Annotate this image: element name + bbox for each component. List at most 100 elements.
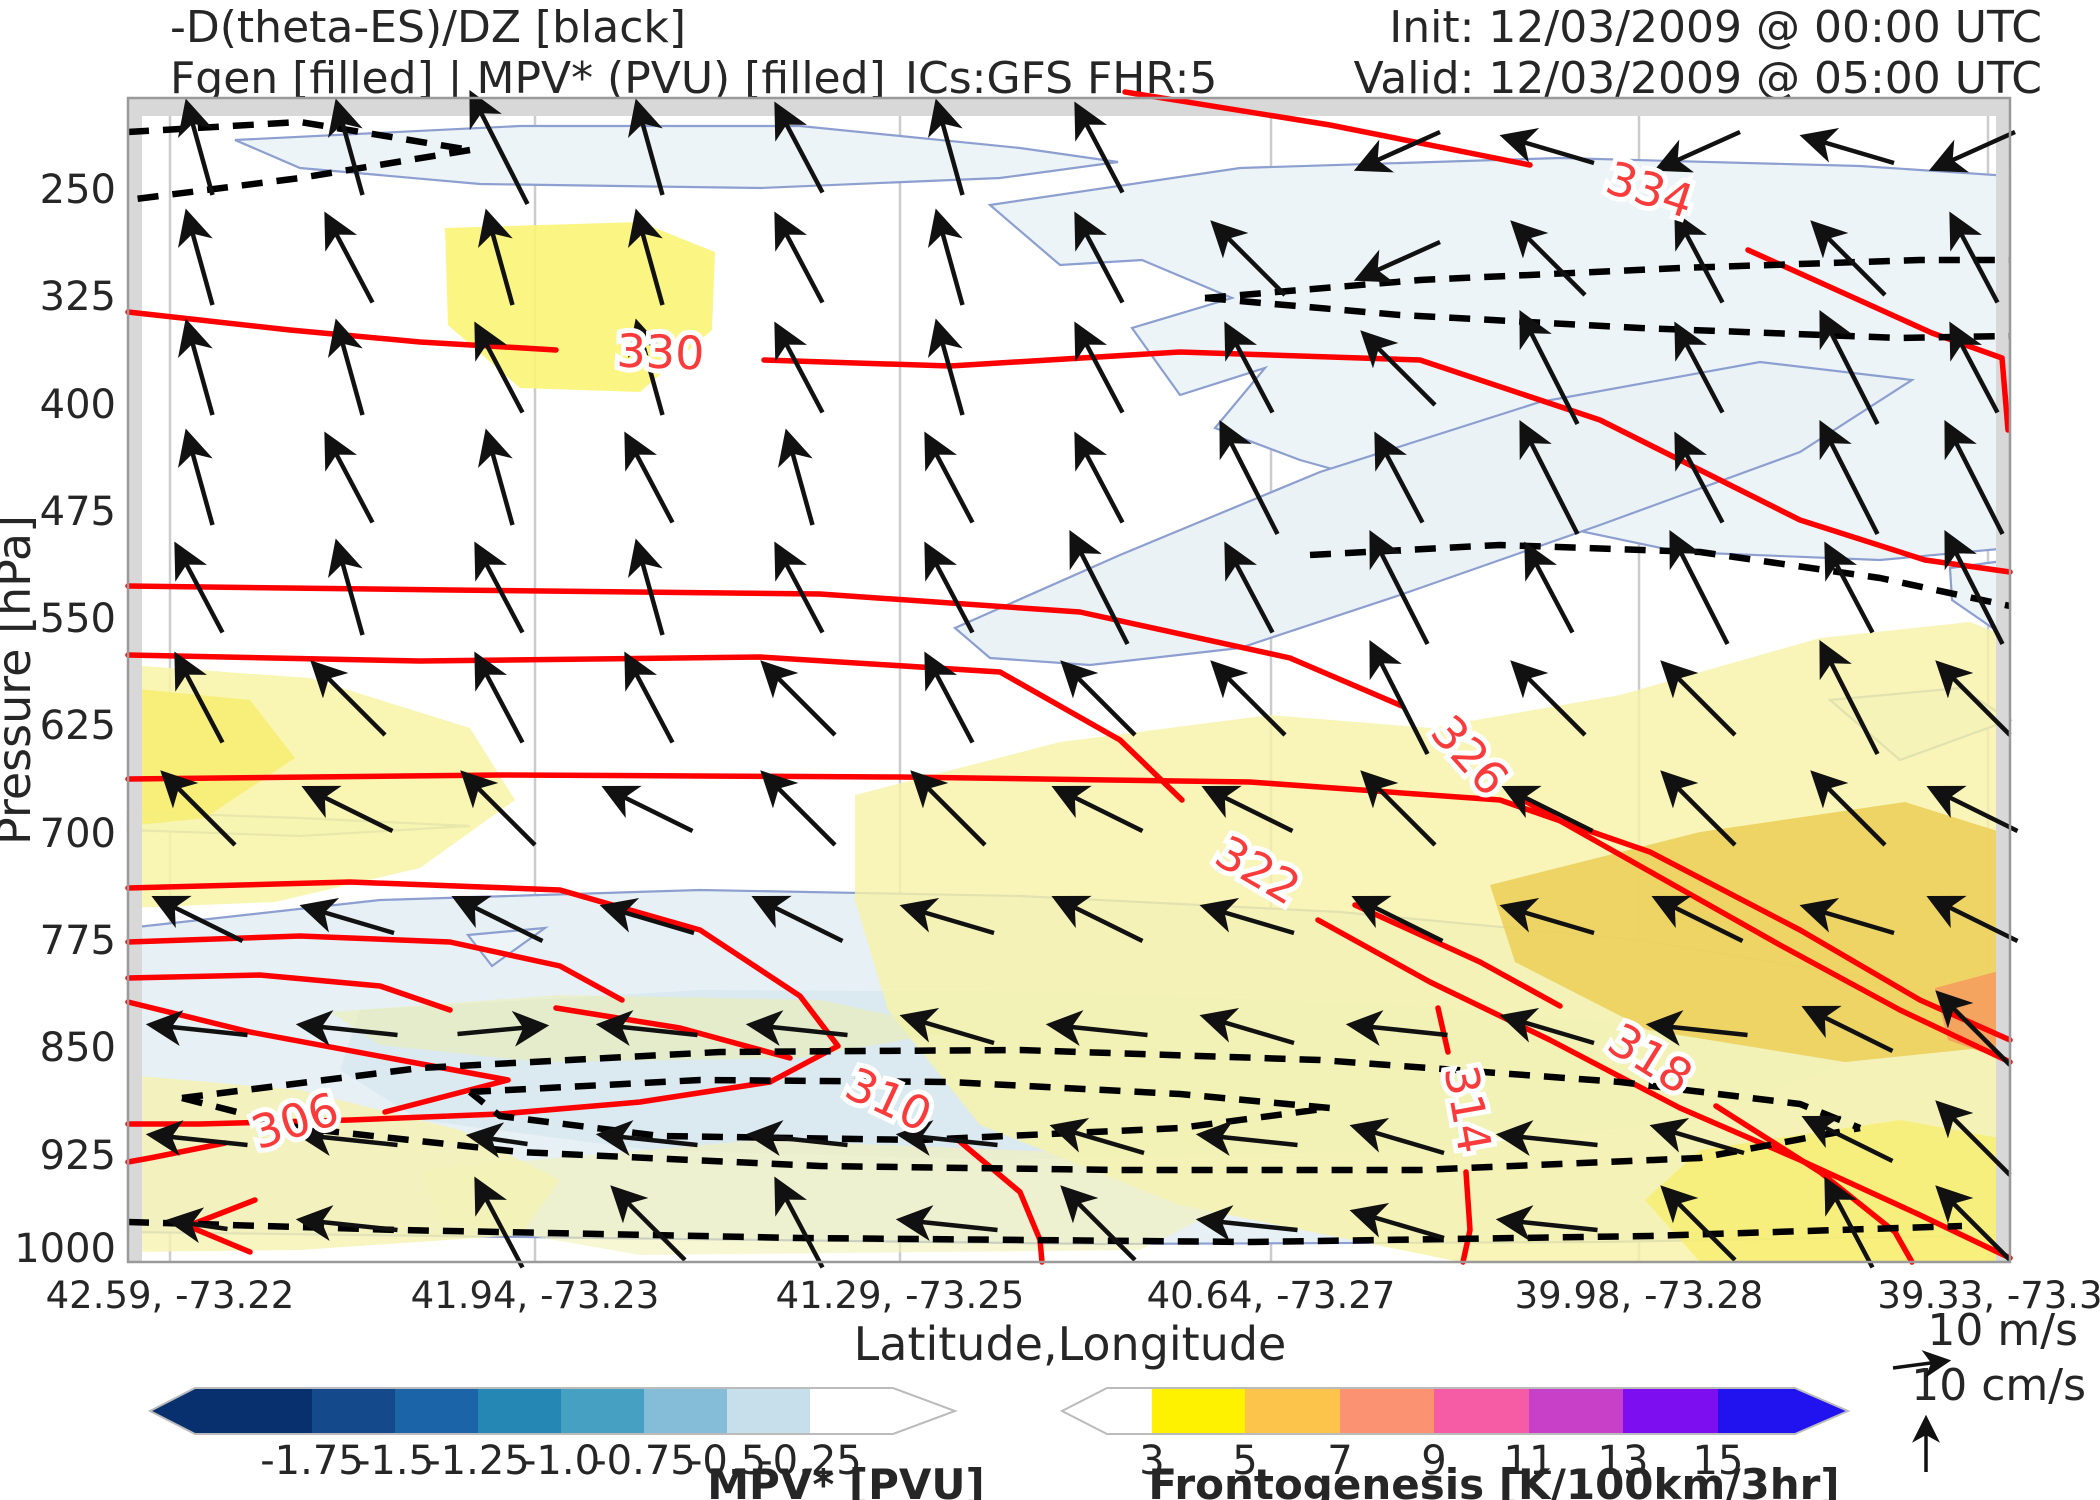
wind-arrow [1353, 239, 1441, 283]
mpv-tick-5: -0.5 [688, 1438, 766, 1484]
wind-arrow [610, 1185, 687, 1262]
wind-arrow [177, 208, 215, 306]
wind-arrow [465, 1122, 528, 1159]
horizontal-wind-arrow-icon [1892, 1350, 1952, 1378]
wind-arrow [160, 770, 237, 847]
wind-arrow [1935, 990, 2012, 1067]
y-tick-325: 325 [40, 274, 116, 320]
mpv-colorbar-seg1 [312, 1388, 395, 1434]
fgen-tick-5: 13 [1598, 1438, 1649, 1484]
mpv-colorbar-seg7 [810, 1388, 893, 1434]
plot-title-line1: -D(theta-ES)/DZ [black] [170, 2, 686, 53]
wind-arrow [477, 208, 515, 306]
wind-arrow [627, 98, 665, 196]
mpv-tick-2: -1.25 [426, 1438, 530, 1484]
x-tick-3: 40.64, -73.27 [1147, 1274, 1396, 1317]
wind-arrow [1369, 639, 1430, 756]
wind-arrow [1360, 330, 1437, 407]
wind-arrow [457, 1010, 550, 1047]
mpv-colorbar-right-arrow [893, 1388, 955, 1434]
wind-arrow [1519, 419, 1580, 536]
wind-arrow [1669, 529, 1730, 646]
wind-arrow [774, 541, 825, 634]
wind-arrow [1651, 895, 1744, 944]
wind-arrow [624, 651, 675, 744]
plot-area: 334 330 326 322 318 314 310 306 [125, 89, 2019, 1269]
wind-arrow [777, 428, 815, 526]
wind-arrow [1199, 898, 1295, 936]
wind-arrow [1051, 895, 1144, 944]
wind-arrow [1074, 431, 1125, 524]
wind-arrow [1645, 1010, 1748, 1046]
wind-arrow [1351, 895, 1444, 944]
wind-arrow [1074, 101, 1125, 194]
wind-arrow [1349, 1118, 1445, 1156]
wind-arrow [1360, 770, 1437, 847]
wind-arrow [774, 321, 825, 414]
wind-arrow [1660, 770, 1737, 847]
wind-arrow [295, 1120, 398, 1156]
wind-arrow [1928, 129, 2016, 173]
mpv-tick-1: -1.5 [356, 1438, 434, 1484]
mpv-colorbar-left-arrow [150, 1388, 195, 1434]
wind-arrow [1944, 529, 2005, 646]
mpv-tick-3: -1.0 [522, 1438, 600, 1484]
wind-arrow [910, 770, 987, 847]
wind-arrow [1660, 660, 1737, 737]
wind-arrow [1944, 419, 2005, 536]
wind-arrow [1060, 660, 1137, 737]
fgen-colorbar-seg1 [1152, 1388, 1245, 1434]
mpv-colorbar-seg6 [727, 1388, 810, 1434]
plot-frame [126, 96, 2012, 1264]
wind-arrow [1499, 1008, 1595, 1046]
mpv-colorbar-seg4 [561, 1388, 644, 1434]
wind-arrow [324, 431, 375, 524]
wind-arrow [1949, 321, 2000, 414]
wind-arrow [1210, 660, 1287, 737]
wind-arrow [295, 1205, 398, 1241]
wind-arrow [927, 318, 965, 416]
wind-arrow [774, 101, 825, 194]
wind-arrow [924, 651, 975, 744]
wind-arrow [1801, 1005, 1894, 1054]
wind-arrow [1224, 321, 1275, 414]
wind-arrow [627, 318, 665, 416]
wind-arrow [460, 770, 537, 847]
wind-arrow [1653, 129, 1741, 173]
wind-arrow [1201, 785, 1294, 834]
wind-arrow [474, 321, 525, 414]
wind-arrow [601, 785, 694, 834]
wind-arrow [474, 541, 525, 634]
wind-arrow [177, 98, 215, 196]
wind-arrow [1051, 785, 1144, 834]
wind-arrow [1660, 1185, 1737, 1262]
fgen-colorbar-seg4 [1434, 1388, 1529, 1434]
fgen-tick-3: 9 [1421, 1438, 1446, 1484]
plot-title-line2: Fgen [filled] | MPV* (PVU) [filled] [170, 53, 886, 104]
wind-arrow [1799, 898, 1895, 936]
wind-arrow [299, 898, 395, 936]
fgen-tick-0: 3 [1139, 1438, 1164, 1484]
wind-arrow [1495, 1120, 1598, 1156]
wind-arrow [774, 211, 825, 304]
wind-arrow [595, 1120, 698, 1156]
wind-key: 10 m/s 10 cm/s [1892, 1305, 2086, 1472]
wind-arrow [895, 1205, 998, 1241]
wind-arrow [327, 318, 365, 416]
wind-arrow [1524, 541, 1575, 634]
wind-arrow [174, 541, 225, 634]
wind-arrow [1674, 431, 1725, 524]
wind-arrow [1824, 1176, 1875, 1269]
colorbar-frontogenesis: 3 5 7 9 11 13 15 Frontogenesis [K/100km/… [1059, 1387, 1851, 1500]
wind-arrow [1935, 1185, 2012, 1262]
wind-arrow [899, 1008, 995, 1046]
wind-arrow [145, 1010, 248, 1046]
wind-arrow [751, 895, 844, 944]
wind-arrow [1819, 309, 1880, 426]
wind-arrow [1519, 309, 1580, 426]
wind-arrow [1374, 431, 1425, 524]
fgen-tick-6: 15 [1693, 1438, 1744, 1484]
fgen-tick-2: 7 [1327, 1438, 1352, 1484]
wind-arrow [295, 1010, 398, 1046]
wind-arrow [899, 898, 995, 936]
